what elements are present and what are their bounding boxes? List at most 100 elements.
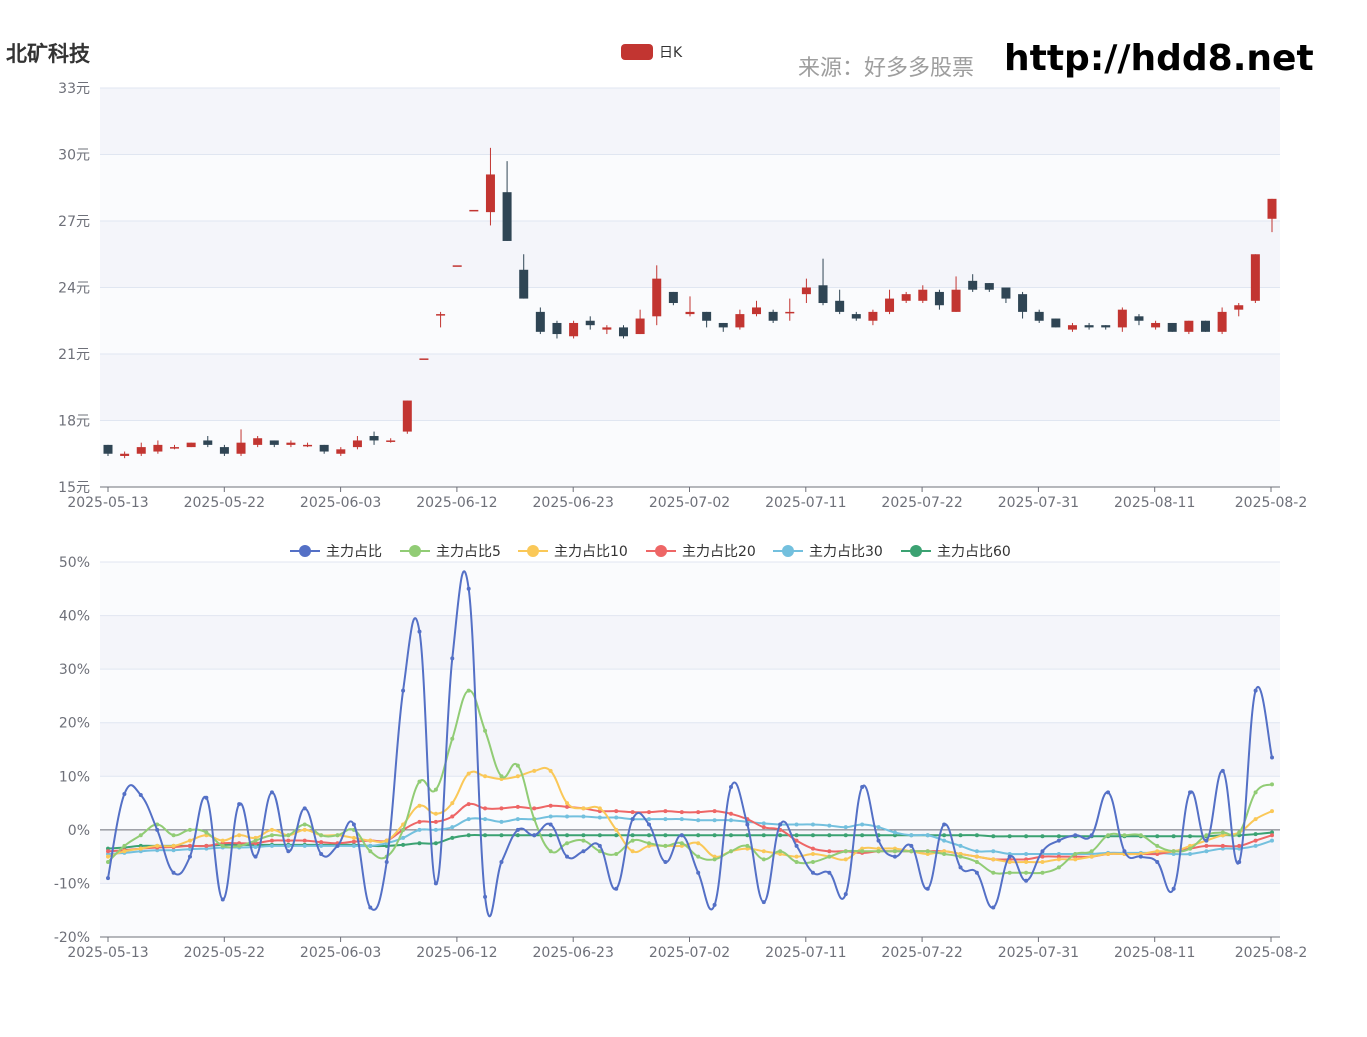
- series-point: [745, 833, 750, 838]
- ratio-band: [100, 722, 1280, 777]
- series-point: [581, 838, 586, 843]
- candle-body: [1084, 325, 1094, 328]
- candle-body: [269, 440, 279, 445]
- series-point: [122, 791, 127, 796]
- series-point: [712, 818, 717, 823]
- series-point: [663, 809, 668, 814]
- kline-x-tick-label: 2025-05-22: [184, 495, 265, 511]
- series-point: [1007, 870, 1012, 875]
- series-point: [1270, 838, 1274, 843]
- series-point: [827, 870, 832, 875]
- series-point: [417, 841, 422, 846]
- series-point: [794, 860, 799, 864]
- candle-body: [685, 311, 695, 315]
- series-point: [1171, 849, 1176, 854]
- series-point: [1155, 843, 1160, 848]
- series-point: [450, 656, 455, 661]
- series-point: [1073, 833, 1078, 838]
- series-point: [1007, 860, 1012, 864]
- series-point: [499, 819, 504, 824]
- series-point: [1204, 838, 1209, 843]
- series-point: [876, 849, 881, 854]
- candle-body: [120, 453, 130, 456]
- series-point: [1106, 833, 1111, 838]
- series-point: [614, 833, 619, 838]
- series-point: [843, 833, 848, 838]
- series-point: [302, 838, 307, 843]
- series-point: [647, 822, 652, 827]
- series-point: [187, 847, 192, 852]
- series-point: [548, 803, 553, 808]
- series-point: [728, 818, 733, 823]
- series-point: [155, 827, 160, 832]
- series-point: [187, 854, 192, 859]
- candle-body: [569, 322, 579, 337]
- legend-series-label: 主力占比10: [554, 544, 628, 560]
- kline-y-tick-label: 30元: [58, 148, 90, 164]
- series-point: [237, 833, 242, 838]
- legend-series-label: 主力占比: [326, 544, 382, 560]
- series-point: [1138, 854, 1143, 859]
- candle-body: [752, 307, 762, 315]
- series-point: [483, 806, 488, 811]
- series-point: [483, 728, 488, 733]
- candle-body: [469, 209, 479, 212]
- series-point: [810, 860, 815, 864]
- candle-body: [851, 314, 861, 319]
- series-point: [565, 801, 570, 806]
- series-point: [499, 774, 504, 779]
- series-point: [1106, 790, 1111, 795]
- legend-series-marker: [299, 545, 311, 557]
- series-point: [220, 897, 225, 902]
- series-point: [728, 785, 733, 789]
- legend-series-marker: [527, 545, 539, 557]
- series-point: [794, 833, 799, 838]
- series-point: [171, 848, 176, 853]
- series-point: [1155, 860, 1160, 864]
- candle-body: [419, 358, 429, 360]
- series-point: [302, 822, 307, 827]
- site-url[interactable]: http://hdd8.net: [1004, 38, 1314, 79]
- series-point: [466, 771, 471, 776]
- series-point: [565, 841, 570, 846]
- series-point: [433, 841, 438, 846]
- series-point: [417, 819, 422, 824]
- series-point: [1056, 834, 1061, 839]
- series-point: [663, 843, 668, 848]
- kline-x-tick-label: 2025-07-02: [649, 495, 730, 511]
- series-point: [679, 841, 684, 846]
- series-point: [286, 833, 291, 838]
- candle-body: [352, 440, 362, 448]
- legend-series-label: 主力占比30: [809, 544, 883, 560]
- candle-body: [1001, 287, 1011, 299]
- series-point: [269, 833, 274, 838]
- candle-body: [652, 278, 662, 317]
- series-point: [597, 849, 602, 854]
- series-point: [1056, 865, 1061, 870]
- series-point: [368, 843, 373, 848]
- legend-kline-label: 日K: [659, 45, 683, 61]
- kline-y-tick-label: 21元: [58, 347, 90, 363]
- series-point: [843, 892, 848, 897]
- series-point: [1089, 849, 1094, 854]
- series-point: [401, 835, 406, 840]
- series-point: [761, 821, 766, 826]
- series-point: [253, 838, 258, 843]
- series-point: [1024, 834, 1029, 839]
- kline-y-tick-label: 27元: [58, 214, 90, 230]
- candle-body: [618, 327, 628, 337]
- series-point: [237, 802, 242, 807]
- candle-body: [386, 440, 396, 442]
- series-point: [187, 843, 192, 848]
- candle-body: [585, 320, 595, 326]
- series-point: [696, 841, 701, 846]
- ratio-y-tick-label: 20%: [59, 716, 90, 732]
- series-point: [1040, 854, 1045, 859]
- series-point: [925, 833, 930, 838]
- candle-body: [768, 311, 778, 321]
- series-point: [466, 586, 471, 591]
- series-point: [269, 838, 274, 843]
- series-point: [187, 838, 192, 843]
- series-point: [745, 843, 750, 848]
